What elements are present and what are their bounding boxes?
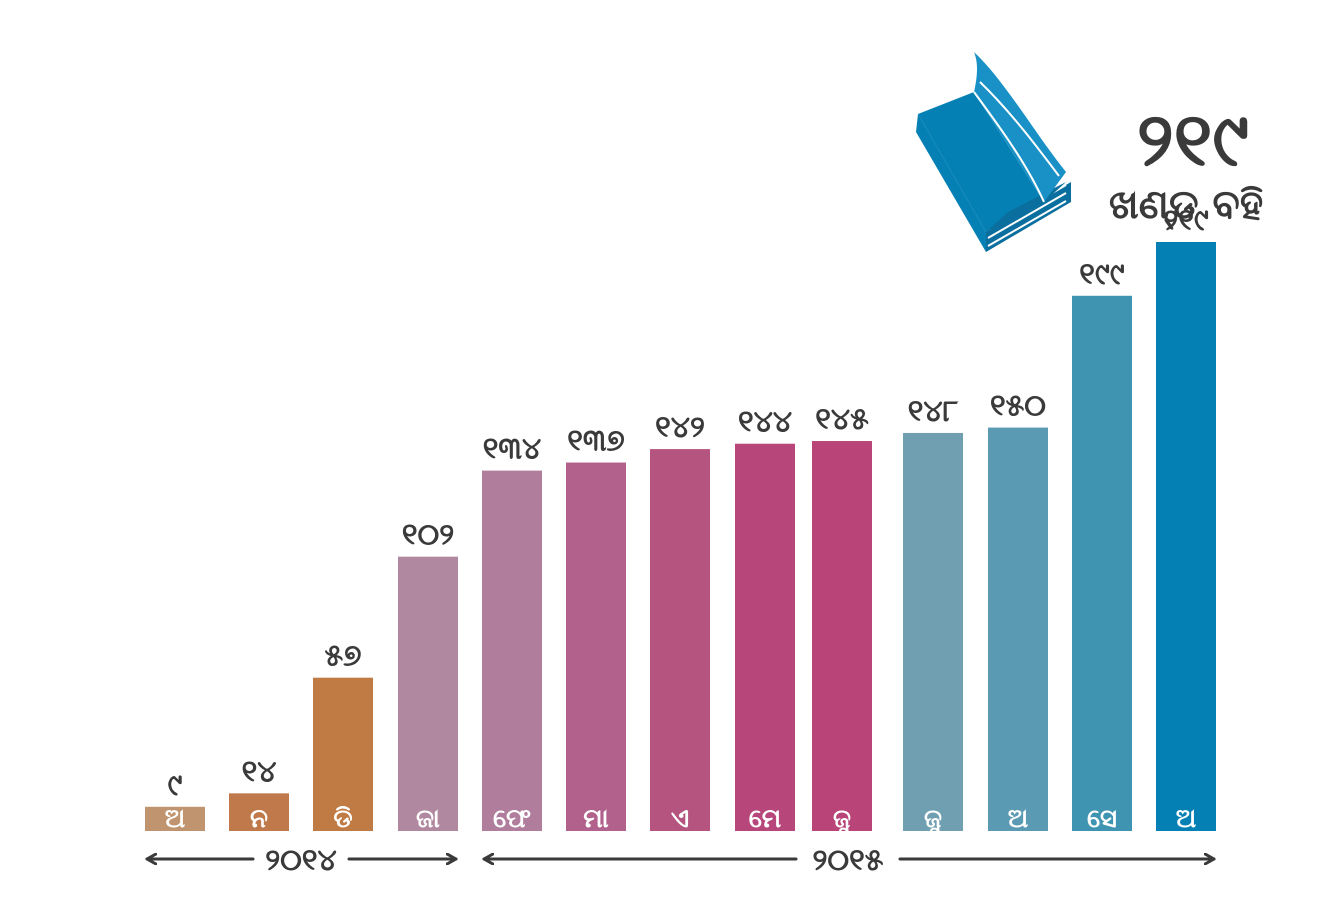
bars-group: ୯ଅ୧୪ନ୫୭ଡି୧୦୨ଜା୧୩୪ଫେ୧୩୭ମା୧୪୨ଏ୧୪୪ମେ୧୪୫ଜୁ୧୪… [145, 203, 1216, 835]
value-label-0: ୯ [168, 768, 183, 803]
value-label-12: ୨୧୯ [1163, 203, 1209, 238]
value-label-7: ୧୪୪ [738, 405, 792, 440]
callout-subtitle: ଖଣ୍ଡ ବହି [1109, 182, 1263, 230]
bar-7 [735, 443, 795, 831]
value-label-1: ୧୪ [242, 754, 277, 789]
bar-12 [1156, 242, 1216, 831]
value-label-4: ୧୩୪ [483, 432, 541, 467]
category-label-8: ଜୁ [833, 804, 854, 835]
year-label-1: ୨୦୧୫ [812, 843, 883, 878]
bar-6 [650, 449, 710, 831]
category-label-5: ମା [583, 804, 608, 834]
category-label-0: ଅ [165, 804, 186, 834]
bar-3 [398, 556, 458, 831]
value-label-2: ୫୭ [324, 639, 361, 674]
value-label-8: ୧୪୫ [815, 402, 869, 437]
year-label-0: ୨୦୧୪ [265, 843, 337, 878]
value-label-6: ୧୪୨ [655, 410, 705, 445]
category-label-3: ଜା [416, 804, 440, 834]
bar-8 [812, 441, 872, 831]
bar-1 [229, 793, 289, 831]
bar-4 [482, 470, 542, 831]
bar-9 [903, 432, 963, 831]
category-label-2: ଡି [333, 804, 352, 834]
bar-11 [1072, 295, 1132, 832]
bar-5 [566, 462, 626, 831]
value-label-11: ୧୯୯ [1079, 257, 1125, 292]
category-label-10: ଅ [1008, 804, 1029, 834]
category-label-6: ଏ [671, 804, 689, 834]
value-label-9: ୧୪୮ [908, 394, 959, 429]
category-label-4: ଫେ [493, 804, 531, 834]
value-label-10: ୧୫୦ [990, 389, 1046, 424]
category-label-12: ଅ [1176, 804, 1197, 834]
bar-10 [988, 427, 1048, 831]
category-label-1: ନ [250, 804, 268, 834]
bar-0 [145, 806, 205, 831]
value-label-5: ୧୩୭ [567, 424, 625, 459]
bar-2 [313, 677, 373, 831]
book-icon [916, 52, 1071, 252]
category-label-7: ମେ [749, 804, 781, 834]
category-label-11: ସେ [1087, 804, 1117, 834]
callout-number: ୨୧୯ [1137, 97, 1249, 183]
value-label-3: ୧୦୨ [402, 518, 454, 553]
year-axis-group: ୨୦୧୪ ୨୦୧୫ [145, 843, 1216, 878]
category-label-9: ଜୁ [924, 804, 945, 835]
